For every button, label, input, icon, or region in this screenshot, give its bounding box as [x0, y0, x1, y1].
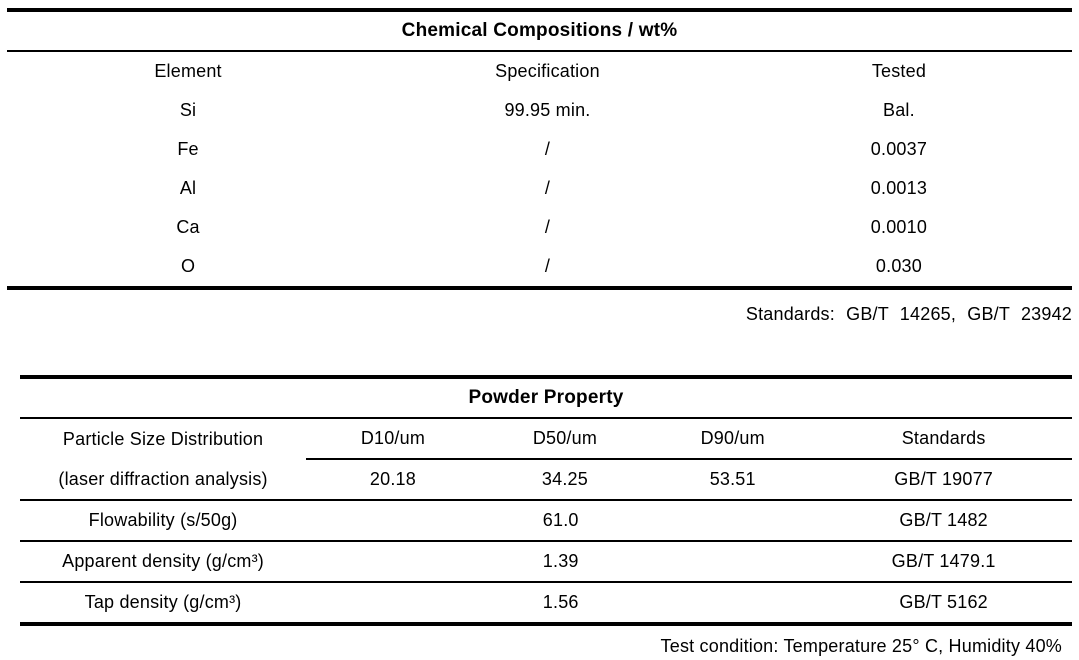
standard-value-cell: GB/T 19077 — [815, 459, 1072, 501]
table-title-row: Powder Property — [20, 377, 1072, 419]
column-header-element: Element — [154, 61, 222, 81]
tested-cell: 0.0013 — [870, 178, 928, 198]
table-row: Ca / 0.0010 — [7, 208, 1072, 247]
particle-size-label-line1: Particle Size Distribution — [62, 428, 264, 449]
powder-table-title: Powder Property — [20, 377, 1072, 419]
specification-cell: / — [544, 217, 551, 237]
element-cell: Ca — [176, 217, 200, 237]
table-row: Si 99.95 min. Bal. — [7, 91, 1072, 130]
tested-cell: 0.0010 — [870, 217, 928, 237]
property-value-cell: 1.56 — [542, 592, 579, 612]
particle-header-row: Particle Size Distribution D10/um D50/um… — [20, 418, 1072, 460]
powder-property-table: Powder Property Particle Size Distributi… — [20, 375, 1072, 626]
column-header-specification: Specification — [495, 61, 600, 81]
property-label-cell: Tap density (g/cm³) — [84, 592, 242, 612]
specification-cell: / — [544, 139, 551, 159]
d50-value-cell: 34.25 — [479, 459, 651, 501]
element-cell: Al — [179, 178, 197, 198]
table-title-row: Chemical Compositions / wt% — [7, 10, 1072, 52]
test-condition-footnote: Test condition: Temperature 25° C, Humid… — [660, 636, 1062, 656]
column-header-d10: D10/um — [306, 418, 480, 460]
table-row: Fe / 0.0037 — [7, 130, 1072, 169]
column-header-tested: Tested — [871, 61, 927, 81]
property-standard-cell: GB/T 1479.1 — [815, 541, 1072, 583]
column-header-d90: D90/um — [650, 418, 816, 460]
element-cell: O — [180, 256, 196, 276]
table-row: O / 0.030 — [7, 247, 1072, 288]
d90-value-cell: 53.51 — [650, 459, 816, 501]
property-label-cell: Apparent density (g/cm³) — [20, 541, 307, 583]
specification-cell: 99.95 min. — [504, 100, 591, 120]
chemical-standards-footnote: Standards: GB/T 14265, GB/T 23942 — [745, 304, 1072, 324]
element-cell: Si — [179, 100, 197, 120]
chemical-compositions-table: Chemical Compositions / wt% Element Spec… — [7, 8, 1072, 290]
property-standard-cell: GB/T 1482 — [815, 500, 1072, 542]
d10-value-cell: 20.18 — [306, 459, 480, 501]
property-value-cell: 1.39 — [306, 541, 816, 583]
property-standard-cell: GB/T 5162 — [899, 592, 988, 612]
specification-cell: / — [544, 178, 551, 198]
property-value-cell: 61.0 — [306, 500, 816, 542]
table-row: Apparent density (g/cm³) 1.39 GB/T 1479.… — [20, 541, 1072, 583]
particle-size-label-line2: (laser diffraction analysis) — [20, 459, 307, 501]
table-row: Tap density (g/cm³) 1.56 GB/T 5162 — [20, 582, 1072, 624]
tested-cell: 0.0037 — [870, 139, 928, 159]
tested-cell: 0.030 — [875, 256, 922, 276]
specification-cell: / — [544, 256, 551, 276]
property-label-cell: Flowability (s/50g) — [20, 500, 307, 542]
particle-values-row: (laser diffraction analysis) 20.18 34.25… — [20, 459, 1072, 501]
table-row: Al / 0.0013 — [7, 169, 1072, 208]
column-header-d50: D50/um — [479, 418, 651, 460]
chemical-table-title: Chemical Compositions / wt% — [7, 10, 1072, 52]
table-row: Flowability (s/50g) 61.0 GB/T 1482 — [20, 500, 1072, 542]
table-header-row: Element Specification Tested — [7, 51, 1072, 91]
column-header-standards: Standards — [815, 418, 1072, 460]
element-cell: Fe — [177, 139, 199, 159]
tested-cell: Bal. — [883, 100, 915, 120]
